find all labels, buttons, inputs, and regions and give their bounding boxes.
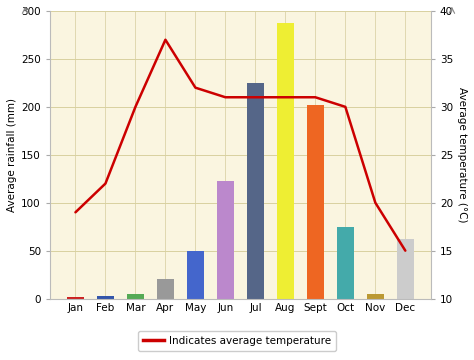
Legend: Indicates average temperature: Indicates average temperature (138, 331, 336, 351)
Bar (337, 227, 354, 298)
Bar (217, 181, 234, 298)
Bar (97, 296, 114, 298)
Bar (367, 294, 383, 298)
Bar (247, 83, 264, 298)
Bar (307, 105, 324, 298)
Y-axis label: Average rainfall (mm): Average rainfall (mm) (7, 98, 17, 212)
Bar (397, 239, 414, 298)
Bar (277, 23, 293, 298)
Bar (67, 297, 84, 298)
Bar (157, 279, 173, 298)
Bar (127, 294, 144, 298)
Bar (187, 251, 204, 298)
Y-axis label: Average temperature (°C): Average temperature (°C) (457, 87, 467, 222)
